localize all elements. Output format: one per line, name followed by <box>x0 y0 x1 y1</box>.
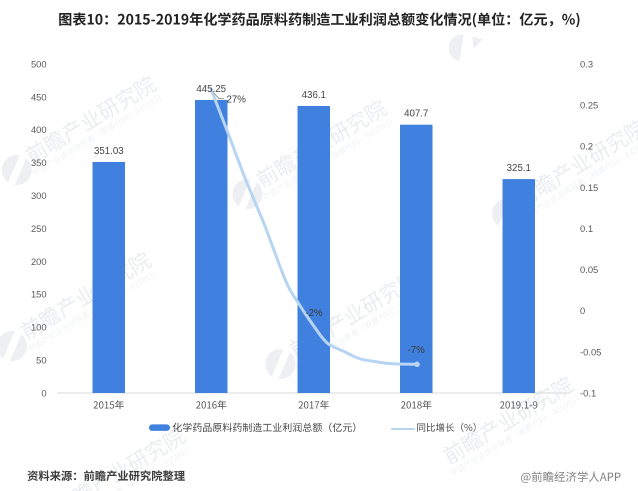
svg-text:-7%: -7% <box>407 345 425 356</box>
svg-text:50: 50 <box>36 355 46 366</box>
svg-text:27%: 27% <box>227 94 247 105</box>
svg-text:-2%: -2% <box>305 308 323 319</box>
svg-text:350: 350 <box>31 157 47 168</box>
svg-text:0.05: 0.05 <box>580 264 598 275</box>
svg-text:0.1: 0.1 <box>580 223 593 234</box>
svg-text:-0.1: -0.1 <box>580 387 596 398</box>
svg-text:0.3: 0.3 <box>580 58 593 69</box>
svg-text:407.7: 407.7 <box>404 109 428 120</box>
svg-text:0.25: 0.25 <box>580 100 598 111</box>
svg-text:0.2: 0.2 <box>580 141 593 152</box>
svg-text:200: 200 <box>31 256 47 267</box>
svg-text:450: 450 <box>31 91 47 102</box>
svg-text:325.1: 325.1 <box>507 163 531 174</box>
svg-text:300: 300 <box>31 190 47 201</box>
svg-text:0.15: 0.15 <box>580 182 598 193</box>
svg-text:0: 0 <box>41 387 46 398</box>
svg-text:0: 0 <box>580 305 585 316</box>
svg-text:250: 250 <box>31 223 47 234</box>
svg-text:436.1: 436.1 <box>302 90 326 101</box>
svg-text:351.03: 351.03 <box>94 146 124 157</box>
svg-text:-0.05: -0.05 <box>580 346 601 357</box>
svg-text:150: 150 <box>31 289 47 300</box>
svg-text:400: 400 <box>31 124 47 135</box>
svg-text:500: 500 <box>31 58 47 69</box>
svg-text:445.25: 445.25 <box>196 84 226 95</box>
svg-text:100: 100 <box>31 322 47 333</box>
